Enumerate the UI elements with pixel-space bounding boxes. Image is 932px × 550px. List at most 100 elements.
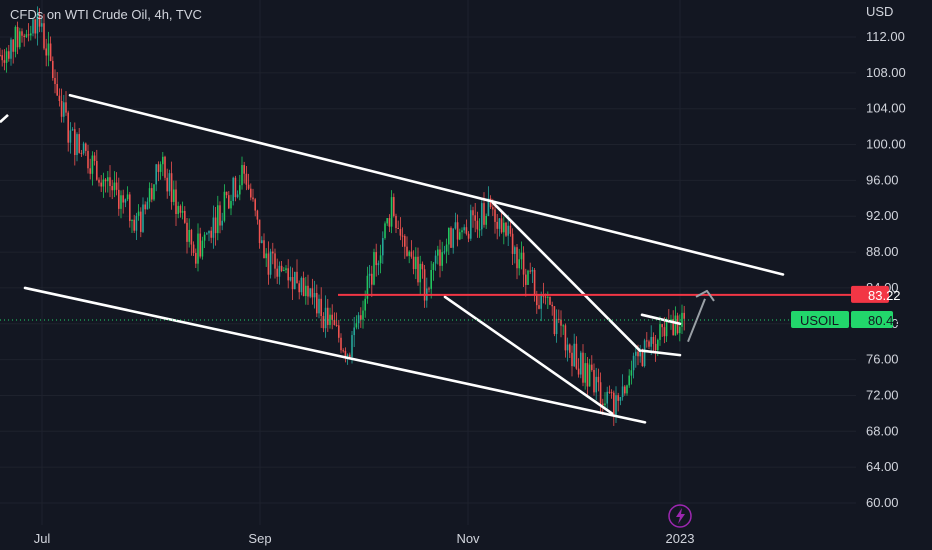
candle-body	[606, 391, 608, 404]
candle-body	[175, 189, 177, 214]
candle-body	[514, 247, 516, 254]
candle-body	[417, 256, 419, 283]
resistance-value: 83.22	[868, 288, 901, 303]
price-tick-label: 88.00	[866, 244, 899, 259]
candle-body	[657, 339, 659, 351]
candle-body	[595, 376, 597, 393]
candle-body	[63, 102, 65, 117]
candle-body	[278, 265, 281, 277]
candle-body	[599, 382, 602, 404]
candle-body	[529, 270, 531, 272]
candle-body	[516, 247, 518, 269]
candle-body	[91, 155, 94, 174]
candle-body	[71, 129, 74, 131]
event-flash-icon[interactable]	[668, 504, 692, 528]
candle-body	[355, 323, 358, 328]
candle-body	[646, 340, 648, 342]
candle-body	[615, 395, 617, 416]
candle-body	[192, 244, 195, 253]
candle-body	[357, 315, 360, 324]
time-tick-label: Sep	[248, 531, 271, 546]
candle-body	[133, 219, 135, 231]
candle-body	[335, 324, 338, 326]
candle-body	[256, 210, 259, 220]
candle-body	[338, 325, 340, 338]
candle-body	[401, 235, 404, 237]
candle-body	[397, 228, 399, 230]
candle-body	[300, 277, 303, 293]
candle-body	[448, 227, 450, 245]
candle-body	[287, 268, 289, 281]
candle-body	[36, 14, 39, 34]
candle-body	[254, 199, 256, 211]
candle-body	[390, 197, 393, 227]
candle-body	[648, 341, 650, 347]
candle-body	[76, 134, 78, 156]
candle-body	[283, 270, 285, 272]
candle-body	[496, 221, 498, 229]
candle-body	[263, 240, 265, 259]
candle-body	[124, 199, 127, 203]
candle-body	[630, 370, 633, 376]
candle-body	[34, 19, 36, 34]
candle-body	[32, 19, 34, 34]
candle-body	[131, 219, 133, 221]
candle-body	[571, 352, 573, 367]
candle-body	[23, 35, 25, 37]
candle-body	[307, 285, 309, 297]
candle-body	[379, 255, 382, 264]
candle-body	[164, 156, 166, 178]
symbol-label: USOIL	[800, 313, 839, 328]
candle-body	[353, 327, 355, 336]
candle-body	[428, 288, 430, 290]
candle-body	[261, 240, 263, 244]
candle-body	[661, 324, 663, 328]
candle-body	[489, 198, 492, 208]
candle-body	[588, 364, 591, 387]
candle-body	[269, 251, 272, 275]
candle-body	[104, 179, 107, 182]
candle-body	[49, 43, 52, 61]
candle-body	[637, 351, 639, 357]
candle-body	[78, 134, 80, 153]
candle-body	[157, 164, 160, 172]
candle-body	[291, 277, 294, 290]
candle-body	[384, 223, 386, 239]
channel-upper-line	[68, 93, 785, 276]
candle-body	[241, 165, 243, 186]
candle-body	[665, 320, 668, 337]
candle-body	[60, 101, 63, 117]
candle-body	[8, 51, 10, 59]
candle-body	[250, 188, 252, 198]
candle-body	[500, 218, 503, 233]
candle-body	[487, 198, 490, 216]
candle-body	[527, 270, 529, 285]
candle-body	[120, 195, 122, 209]
candle-body	[404, 235, 406, 247]
candle-body	[324, 307, 327, 329]
price-tick-label: 100.00	[866, 137, 906, 152]
candle-body	[27, 34, 30, 36]
candle-body	[415, 256, 417, 270]
candle-body	[349, 354, 351, 358]
candle-body	[509, 225, 512, 234]
candle-body	[593, 369, 595, 393]
candle-body	[452, 228, 454, 248]
candle-body	[289, 277, 292, 281]
candle-body	[173, 189, 175, 202]
price-tick-label: 104.00	[866, 101, 906, 116]
candle-body	[113, 182, 116, 191]
candle-body	[102, 179, 105, 187]
candle-body	[190, 229, 193, 245]
candle-body	[340, 337, 342, 351]
candle-body	[395, 215, 397, 229]
candle-body	[613, 392, 615, 416]
candle-body	[406, 246, 408, 256]
price-axis[interactable]	[856, 0, 932, 550]
price-tick-label: 92.00	[866, 208, 899, 223]
channel-lower-line	[23, 286, 647, 424]
candle-body	[481, 203, 483, 230]
candle-body	[265, 253, 267, 259]
candle-body	[56, 84, 58, 96]
